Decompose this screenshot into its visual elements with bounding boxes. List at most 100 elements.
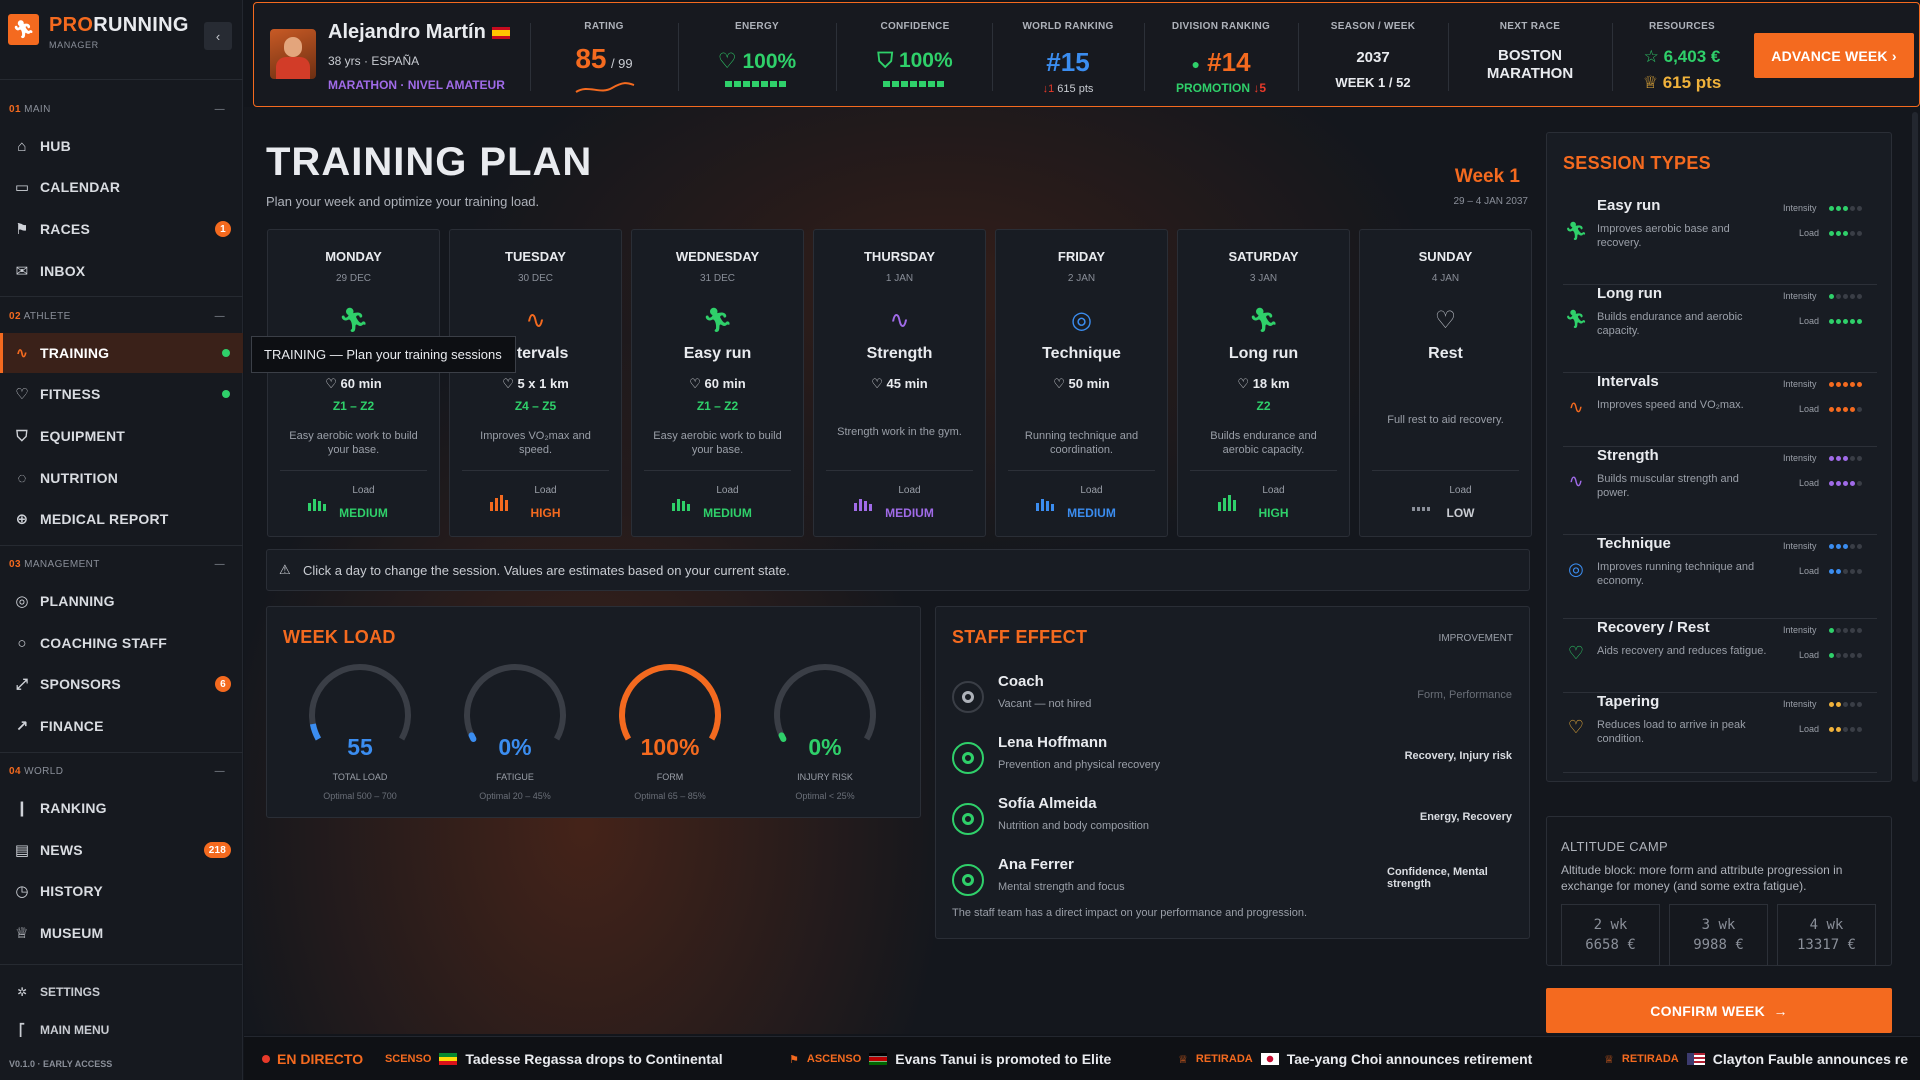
load-label: Load bbox=[1799, 478, 1820, 488]
runner-icon: 🏃︎ bbox=[1564, 309, 1588, 329]
confirm-week-button[interactable]: CONFIRM WEEK → bbox=[1546, 988, 1892, 1033]
target-icon: ◎ bbox=[1071, 307, 1092, 334]
down-arrow-icon: ↓1 bbox=[1042, 83, 1055, 95]
heart-icon: ♡ bbox=[1053, 376, 1065, 391]
staff-row[interactable]: Sofía Almeida Nutrition and body composi… bbox=[952, 795, 1512, 851]
settings-link[interactable]: ✲ SETTINGS bbox=[0, 982, 243, 1002]
day-name: TUESDAY bbox=[505, 249, 566, 264]
logo[interactable]: 🏃︎ PRORUNNING MANAGER bbox=[8, 14, 189, 50]
ticker-item[interactable]: ♕ RETIRADA Clayton Fauble announces re bbox=[1604, 1051, 1908, 1067]
load-dots bbox=[1829, 231, 1862, 236]
session-type-name: Strength bbox=[1597, 447, 1659, 464]
day-date: 31 DEC bbox=[699, 273, 735, 284]
pulse-icon: ∿ bbox=[525, 307, 546, 334]
chevron-right-icon: › bbox=[1891, 47, 1897, 64]
gauge-label: FORM bbox=[656, 772, 684, 782]
altitude-option-4wk[interactable]: 4 wk 13317 € bbox=[1777, 904, 1876, 966]
sidebar-item-medical-report[interactable]: ⊕ MEDICAL REPORT bbox=[0, 499, 243, 539]
sidebar-item-fitness[interactable]: ♡ FITNESS bbox=[0, 374, 243, 414]
sidebar-item-ranking[interactable]: ❙ RANKING bbox=[0, 788, 243, 828]
session-desc: Strength work in the gym. bbox=[837, 426, 962, 438]
day-card-monday[interactable]: MONDAY 29 DEC 🏃︎ Easy run ♡ 60 min Z1 – … bbox=[267, 229, 440, 537]
section-main[interactable]: 01 MAIN — bbox=[9, 104, 225, 115]
trophy-icon: ♕ bbox=[1642, 73, 1658, 92]
day-card-thursday[interactable]: THURSDAY 1 JAN ∿ Strength ♡ 45 min Stren… bbox=[813, 229, 986, 537]
week-load-title: WEEK LOAD bbox=[283, 627, 396, 647]
sidebar-item-sponsors[interactable]: ⤢ SPONSORS 6 bbox=[0, 664, 243, 704]
heart-icon: ♡ bbox=[1434, 307, 1457, 334]
sidebar-item-inbox[interactable]: ✉ INBOX bbox=[0, 251, 243, 291]
load-label: Load bbox=[1080, 485, 1103, 496]
ticker-item[interactable]: ASCENSO Tadesse Regassa drops to Continen… bbox=[377, 1051, 723, 1067]
money-value: 6,403 € bbox=[1663, 47, 1721, 66]
sidebar-item-hub[interactable]: ⌂ HUB bbox=[0, 126, 243, 166]
session-desc: Running technique and coordination. bbox=[1024, 430, 1139, 456]
staff-row[interactable]: Ana Ferrer Mental strength and focus Con… bbox=[952, 856, 1512, 912]
sidebar-item-calendar[interactable]: ▭ CALENDAR bbox=[0, 167, 243, 207]
sidebar-item-planning[interactable]: ◎ PLANNING bbox=[0, 581, 243, 621]
main-menu-link[interactable]: ⎡ MAIN MENU bbox=[0, 1020, 243, 1040]
staff-name: Coach bbox=[998, 673, 1044, 690]
heart-icon: ♡ bbox=[717, 50, 737, 73]
gauge-label: FATIGUE bbox=[496, 772, 534, 782]
intensity-dots bbox=[1829, 544, 1862, 549]
gauge-fatigue: 0% FATIGUE Optimal 20 – 45% bbox=[450, 657, 580, 807]
staff-row[interactable]: Lena Hoffmann Prevention and physical re… bbox=[952, 734, 1512, 790]
ticker-item[interactable]: ♕ RETIRADA Tae-yang Choi announces retirem… bbox=[1178, 1051, 1533, 1067]
sidebar-item-museum[interactable]: ♕ MUSEUM bbox=[0, 913, 243, 953]
intensity-dots bbox=[1829, 382, 1862, 387]
sidebar-item-news[interactable]: ▤ NEWS 218 bbox=[0, 830, 243, 870]
section-athlete[interactable]: 02 ATHLETE — bbox=[9, 311, 225, 322]
session-duration: 18 km bbox=[1252, 376, 1290, 391]
day-name: MONDAY bbox=[325, 249, 382, 264]
day-card-saturday[interactable]: SATURDAY 3 JAN 🏃︎ Long run ♡ 18 km Z2 Bu… bbox=[1177, 229, 1350, 537]
section-management[interactable]: 03 MANAGEMENT — bbox=[9, 559, 225, 570]
sidebar: 🏃︎ PRORUNNING MANAGER ‹ 01 MAIN — ⌂ HUB ▭ C… bbox=[0, 0, 243, 1080]
load-level: MEDIUM bbox=[885, 506, 934, 520]
intensity-label: Intensity bbox=[1783, 379, 1817, 389]
gauge-label: TOTAL LOAD bbox=[332, 772, 388, 782]
sidebar-item-history[interactable]: ◷ HISTORY bbox=[0, 871, 243, 911]
load-label: Load bbox=[716, 485, 739, 496]
sidebar-item-coaching-staff[interactable]: ○ COACHING STAFF bbox=[0, 623, 243, 663]
staff-status-icon bbox=[952, 803, 984, 835]
next-race-stat[interactable]: NEXT RACE BOSTON MARATHON bbox=[1452, 3, 1608, 106]
collapse-sidebar-button[interactable]: ‹ bbox=[204, 22, 232, 50]
session-type-desc: Builds muscular strength and power. bbox=[1597, 473, 1739, 499]
session-duration: 50 min bbox=[1068, 376, 1110, 391]
status-dot-icon: ● bbox=[1191, 56, 1200, 73]
resources-stat: RESOURCES ☆ 6,403 € ♕ 615 pts bbox=[1642, 21, 1722, 92]
sidebar-item-finance[interactable]: ↗ FINANCE bbox=[0, 706, 243, 746]
live-dot-icon bbox=[262, 1055, 270, 1063]
scrollbar[interactable] bbox=[1912, 112, 1918, 782]
advance-week-button[interactable]: ADVANCE WEEK › bbox=[1754, 33, 1914, 78]
avatar[interactable] bbox=[270, 29, 316, 79]
session-type-easy-run: 🏃︎ Easy run Improves aerobic base and re… bbox=[1563, 197, 1877, 285]
session-name: Rest bbox=[1428, 345, 1463, 362]
intensity-label: Intensity bbox=[1783, 541, 1817, 551]
load-label: Load bbox=[1449, 485, 1472, 496]
star-icon: ☆ bbox=[1643, 47, 1659, 66]
day-card-wednesday[interactable]: WEDNESDAY 31 DEC 🏃︎ Easy run ♡ 60 min Z1… bbox=[631, 229, 804, 537]
gauge-injury-risk: 0% INJURY RISK Optimal < 25% bbox=[760, 657, 890, 807]
world-points: 615 pts bbox=[1057, 83, 1094, 95]
trophy-icon: ♕ bbox=[15, 925, 29, 942]
load-level: HIGH bbox=[1258, 506, 1289, 520]
heart-icon: ♡ bbox=[1567, 717, 1585, 737]
sidebar-item-training[interactable]: ∿ TRAINING bbox=[0, 333, 243, 373]
altitude-option-3wk[interactable]: 3 wk 9988 € bbox=[1669, 904, 1768, 966]
load-bars-icon bbox=[490, 495, 508, 511]
division-ranking-stat[interactable]: DIVISION RANKING ● #14 PROMOTION ↓5 bbox=[1171, 21, 1271, 95]
sidebar-item-nutrition[interactable]: ◌ NUTRITION bbox=[0, 458, 243, 498]
news-ticker: EN DIRECTO ASCENSO Tadesse Regassa drops … bbox=[244, 1036, 1920, 1080]
altitude-option-2wk[interactable]: 2 wk 6658 € bbox=[1561, 904, 1660, 966]
sidebar-item-races[interactable]: ⚑ RACES 1 bbox=[0, 209, 243, 249]
sidebar-item-equipment[interactable]: ⛉ EQUIPMENT bbox=[0, 416, 243, 456]
section-world[interactable]: 04 WORLD — bbox=[9, 766, 225, 777]
day-card-friday[interactable]: FRIDAY 2 JAN ◎ Technique ♡ 50 min Runnin… bbox=[995, 229, 1168, 537]
day-card-sunday[interactable]: SUNDAY 4 JAN ♡ Rest Full rest to aid rec… bbox=[1359, 229, 1532, 537]
world-ranking-stat[interactable]: WORLD RANKING #15 ↓1 615 pts bbox=[996, 3, 1140, 106]
staff-row[interactable]: Coach Vacant — not hired Form, Performan… bbox=[952, 673, 1512, 729]
ticker-item[interactable]: ⚑ ASCENSO Evans Tanui is promoted to Elite bbox=[789, 1051, 1112, 1067]
day-card-tuesday[interactable]: TUESDAY 30 DEC ∿ Intervals ♡ 5 x 1 km Z4… bbox=[449, 229, 622, 537]
